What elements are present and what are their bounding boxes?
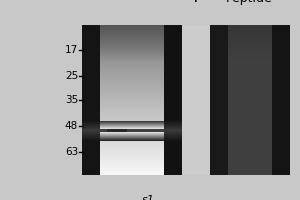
Text: 25: 25	[65, 71, 78, 81]
Text: 17: 17	[65, 45, 78, 55]
Text: Peptide: Peptide	[226, 0, 272, 5]
Text: 63: 63	[65, 147, 78, 157]
Text: 35: 35	[65, 95, 78, 105]
Text: +: +	[189, 0, 201, 5]
Text: s1: s1	[142, 195, 154, 200]
Text: 48: 48	[65, 121, 78, 131]
Text: −: −	[126, 0, 138, 5]
